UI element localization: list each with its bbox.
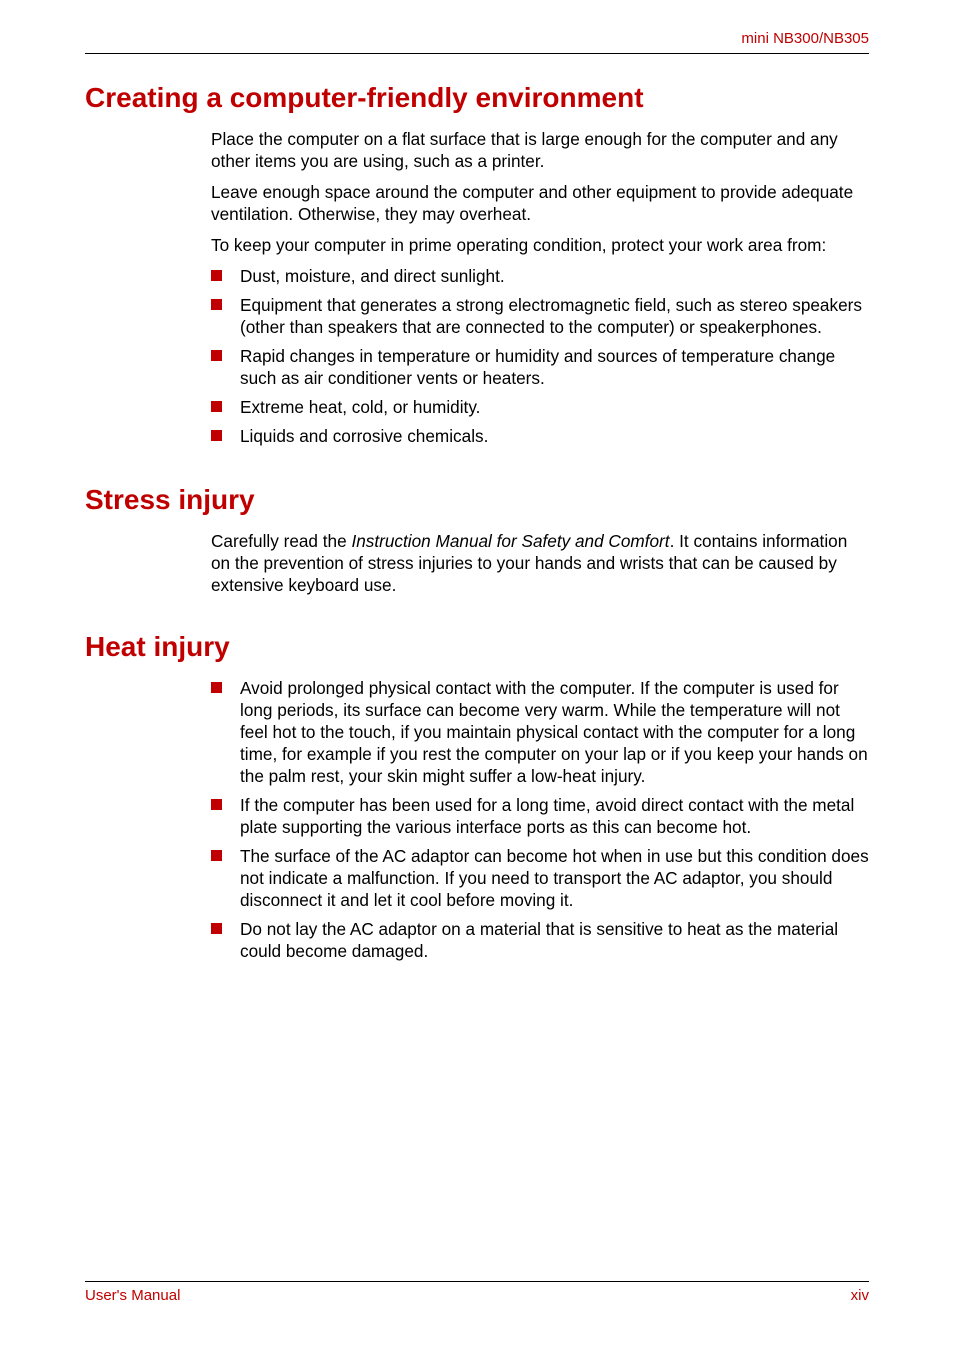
list-item-text: If the computer has been used for a long… (240, 794, 869, 838)
list-item: Equipment that generates a strong electr… (211, 294, 869, 338)
list-item-text: Dust, moisture, and direct sunlight. (240, 265, 869, 287)
heading-stress-injury: Stress injury (85, 484, 869, 516)
list-item-text: Extreme heat, cold, or humidity. (240, 396, 869, 418)
square-bullet-icon (211, 299, 222, 310)
square-bullet-icon (211, 850, 222, 861)
list-item-text: The surface of the AC adaptor can become… (240, 845, 869, 911)
bullet-list: Dust, moisture, and direct sunlight. Equ… (211, 265, 869, 447)
heading-creating-environment: Creating a computer-friendly environment (85, 82, 869, 114)
footer: User's Manual xiv (85, 1281, 869, 1304)
footer-page-number: xiv (851, 1287, 869, 1304)
heading-heat-injury: Heat injury (85, 631, 869, 663)
list-item: Liquids and corrosive chemicals. (211, 425, 869, 447)
list-item-text: Do not lay the AC adaptor on a material … (240, 918, 869, 962)
square-bullet-icon (211, 682, 222, 693)
square-bullet-icon (211, 401, 222, 412)
bullet-list: Avoid prolonged physical contact with th… (211, 677, 869, 962)
list-item: Dust, moisture, and direct sunlight. (211, 265, 869, 287)
square-bullet-icon (211, 430, 222, 441)
list-item-text: Equipment that generates a strong electr… (240, 294, 869, 338)
text-run: Carefully read the (211, 531, 351, 551)
list-item: The surface of the AC adaptor can become… (211, 845, 869, 911)
footer-left: User's Manual (85, 1287, 180, 1304)
list-item-text: Rapid changes in temperature or humidity… (240, 345, 869, 389)
square-bullet-icon (211, 270, 222, 281)
para: Leave enough space around the computer a… (211, 181, 869, 225)
list-item: Rapid changes in temperature or humidity… (211, 345, 869, 389)
list-item: Avoid prolonged physical contact with th… (211, 677, 869, 787)
list-item: Extreme heat, cold, or humidity. (211, 396, 869, 418)
square-bullet-icon (211, 350, 222, 361)
running-header: mini NB300/NB305 (85, 30, 869, 54)
square-bullet-icon (211, 799, 222, 810)
list-item-text: Avoid prolonged physical contact with th… (240, 677, 869, 787)
para: To keep your computer in prime operating… (211, 234, 869, 256)
square-bullet-icon (211, 923, 222, 934)
para: Carefully read the Instruction Manual fo… (211, 530, 869, 596)
list-item-text: Liquids and corrosive chemicals. (240, 425, 869, 447)
list-item: Do not lay the AC adaptor on a material … (211, 918, 869, 962)
para: Place the computer on a flat surface tha… (211, 128, 869, 172)
text-run-italic: Instruction Manual for Safety and Comfor… (351, 531, 669, 551)
list-item: If the computer has been used for a long… (211, 794, 869, 838)
